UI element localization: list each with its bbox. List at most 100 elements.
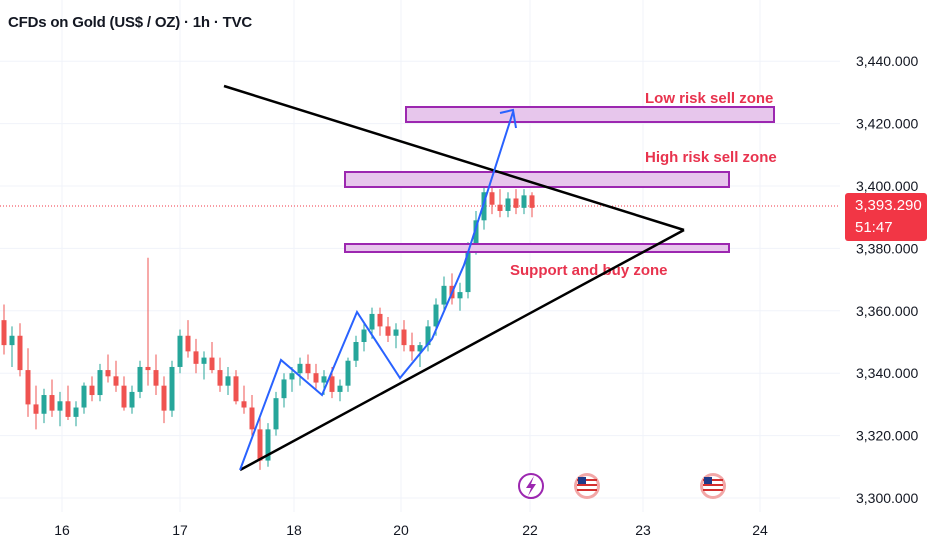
x-tick-label: 16 [54,522,70,538]
candle [513,189,519,215]
candle [57,391,63,427]
candle [489,182,495,215]
candle-body [281,379,287,399]
candle [257,416,263,470]
candle-body [49,395,55,411]
candle [521,189,527,215]
candle [145,257,151,386]
candle-body [313,373,319,383]
y-tick-label: 3,320.000 [856,428,918,444]
candle [177,329,183,374]
candle [337,379,343,402]
candle-body [481,192,487,221]
candle [209,342,215,374]
candle-body [145,366,151,371]
candle [441,276,447,311]
candle-body [1,320,7,346]
candle-body [25,370,31,405]
candle-body [273,398,279,430]
candle-body [153,370,159,386]
candle [1,304,7,355]
us-flag-icon[interactable] [574,473,600,499]
candle-body [505,198,511,211]
us-flag-icon[interactable] [700,473,726,499]
candle [497,189,503,218]
candle-body [329,376,335,392]
candle-body [417,345,423,352]
candle [297,357,303,386]
x-tick-label: 24 [752,522,768,538]
candle [249,395,255,436]
candle-body [17,335,23,371]
x-tick-label: 23 [635,522,651,538]
candles [1,182,535,470]
zone-support-buy[interactable] [344,243,730,253]
y-tick-label: 3,400.000 [856,178,918,194]
candle-body [33,404,39,414]
lightning-icon[interactable] [518,473,544,499]
candle-body [441,285,447,305]
candle [153,354,159,396]
candle [137,360,143,399]
zone-label-low-risk: Low risk sell zone [645,90,773,107]
candle-body [161,385,167,411]
candle [529,192,535,218]
candle [393,323,399,349]
candle-body [401,329,407,346]
y-tick-label: 3,360.000 [856,303,918,319]
zone-low-risk-sell[interactable] [405,106,775,123]
candle-body [289,373,295,380]
current-price: 3,393.290 [855,197,922,214]
candle [33,385,39,430]
x-tick-label: 18 [286,522,302,538]
chart-title: CFDs on Gold (US$ / OZ) · 1h · TVC [8,14,253,31]
candle [233,370,239,405]
candle [281,373,287,408]
candle-body [337,385,343,392]
bar-countdown: 51:47 [855,219,893,236]
candle-body [321,376,327,383]
x-tick-label: 17 [172,522,188,538]
candle [73,401,79,427]
candle-body [113,376,119,386]
candle-body [409,345,415,352]
candle [65,385,71,420]
candle-body [9,335,15,346]
price-path-arrow[interactable] [239,111,514,471]
zone-label-support: Support and buy zone [510,262,668,279]
candle [409,332,415,361]
candle-body [193,351,199,364]
candle-body [489,192,495,205]
grid [0,0,840,512]
candle-body [233,376,239,402]
candle-body [377,313,383,327]
candle [377,307,383,336]
candle-body [345,360,351,386]
candle-body [529,195,535,208]
candle [49,379,55,417]
candle [345,357,351,392]
triangle-upper-line[interactable] [223,84,685,232]
x-tick-label: 22 [522,522,538,538]
y-tick-label: 3,380.000 [856,240,918,256]
candle-body [57,401,63,411]
candle [481,182,487,230]
candle-body [465,248,471,293]
candle-body [521,195,527,208]
candle-body [369,313,375,330]
candle [113,360,119,392]
candle [81,382,87,414]
candle [225,366,231,396]
candle-body [257,429,263,461]
candle [361,323,367,352]
zone-high-risk-sell[interactable] [344,171,730,188]
triangle-lower-line[interactable] [239,228,685,472]
candle [169,360,175,417]
x-tick-label: 20 [393,522,409,538]
candle-body [217,370,223,386]
y-tick-label: 3,420.000 [856,116,918,132]
candle [289,366,295,392]
candle [425,320,431,352]
candle-body [497,204,503,211]
